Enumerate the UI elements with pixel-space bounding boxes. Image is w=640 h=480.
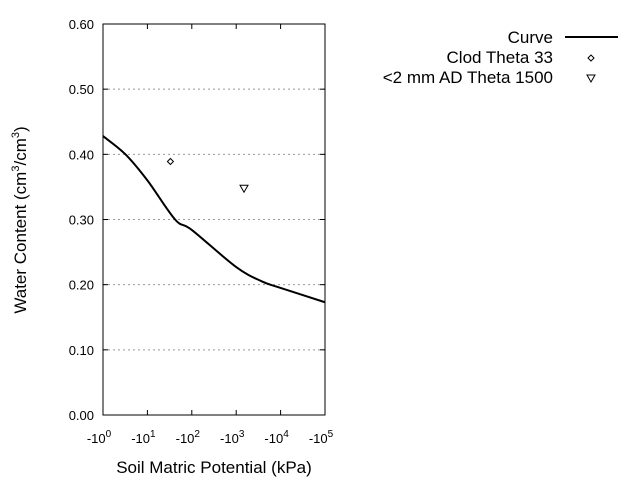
series-layer bbox=[102, 135, 326, 304]
y-tick-label: 0.50 bbox=[69, 82, 94, 97]
y-axis-label: Water Content (cm3/cm3) bbox=[10, 126, 30, 313]
data-point-diamond bbox=[166, 157, 175, 166]
legend-marker-diamond bbox=[587, 54, 595, 62]
legend-label-curve: Curve bbox=[508, 28, 553, 47]
x-axis: -100 -101 -102 -103 -104 -105 bbox=[87, 24, 334, 446]
x-tick-label: -102 bbox=[176, 429, 201, 446]
x-tick-label: -104 bbox=[264, 429, 289, 446]
x-tick-label: -101 bbox=[131, 429, 156, 446]
y-axis: 0.00 0.10 0.20 0.30 0.40 0.50 0.60 bbox=[69, 17, 325, 423]
y-tick-label: 0.60 bbox=[69, 17, 94, 32]
x-tick-label: -100 bbox=[87, 429, 112, 446]
y-tick-label: 0.40 bbox=[69, 147, 94, 162]
y-tick-label: 0.10 bbox=[69, 343, 94, 358]
legend-marker-triangle bbox=[586, 74, 596, 84]
grid bbox=[103, 88, 325, 351]
x-axis-label: Soil Matric Potential (kPa) bbox=[116, 458, 312, 477]
series-line-curve bbox=[102, 135, 326, 304]
legend-label-clod: Clod Theta 33 bbox=[447, 48, 553, 67]
data-point-triangle-down bbox=[239, 184, 249, 194]
y-tick-label: 0.30 bbox=[69, 213, 94, 228]
x-tick-label: -105 bbox=[309, 429, 334, 446]
x-tick-label: -103 bbox=[220, 429, 245, 446]
legend: Curve Clod Theta 33 <2 mm AD Theta 1500 bbox=[383, 28, 618, 87]
y-tick-label: 0.00 bbox=[69, 408, 94, 423]
legend-label-ad: <2 mm AD Theta 1500 bbox=[383, 68, 553, 87]
y-tick-label: 0.20 bbox=[69, 278, 94, 293]
